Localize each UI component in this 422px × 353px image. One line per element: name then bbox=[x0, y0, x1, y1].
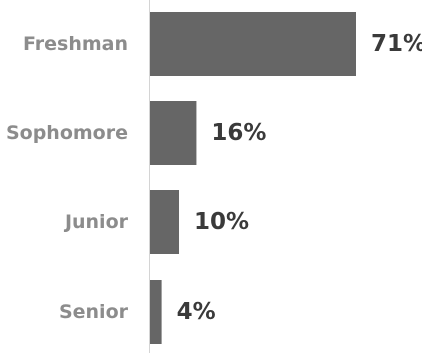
value-label-freshman: 71% bbox=[371, 31, 422, 57]
category-label-junior: Junior bbox=[63, 211, 129, 233]
value-label-sophomore: 16% bbox=[211, 120, 266, 146]
bar-freshman bbox=[150, 12, 356, 76]
bar-junior bbox=[150, 190, 180, 254]
labels-layer: Freshman 71% Sophomore 16% Junior 10% Senior 4% bbox=[6, 31, 422, 325]
bar-senior bbox=[150, 280, 162, 344]
bar-sophomore bbox=[150, 101, 197, 165]
category-label-senior: Senior bbox=[59, 301, 129, 323]
category-label-sophomore: Sophomore bbox=[6, 122, 128, 144]
value-label-senior: 4% bbox=[177, 299, 216, 325]
bars-layer bbox=[150, 12, 356, 344]
value-label-junior: 10% bbox=[194, 209, 249, 235]
category-label-freshman: Freshman bbox=[23, 33, 128, 55]
